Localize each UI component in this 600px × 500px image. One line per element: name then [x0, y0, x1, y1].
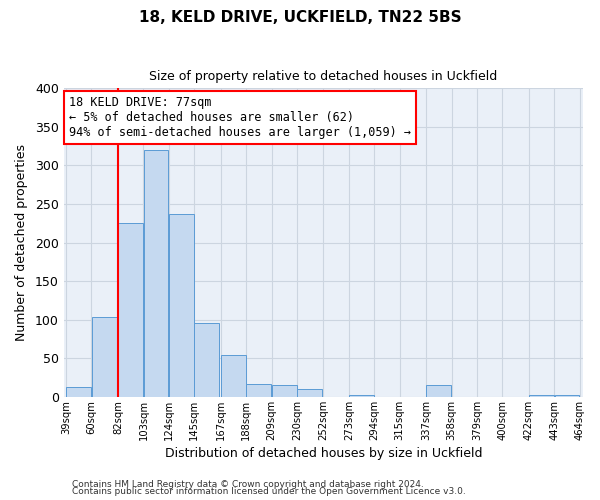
Bar: [554, 394, 580, 397]
Text: 18, KELD DRIVE, UCKFIELD, TN22 5BS: 18, KELD DRIVE, UCKFIELD, TN22 5BS: [139, 10, 461, 25]
Bar: [169, 214, 194, 397]
Bar: [92, 318, 116, 397]
Bar: [194, 323, 219, 397]
Text: Contains public sector information licensed under the Open Government Licence v3: Contains public sector information licen…: [72, 487, 466, 496]
Text: Contains HM Land Registry data © Crown copyright and database right 2024.: Contains HM Land Registry data © Crown c…: [72, 480, 424, 489]
X-axis label: Distribution of detached houses by size in Uckfield: Distribution of detached houses by size …: [165, 447, 482, 460]
Bar: [529, 394, 554, 397]
Bar: [247, 384, 271, 397]
Bar: [221, 355, 246, 397]
Bar: [427, 386, 451, 397]
Y-axis label: Number of detached properties: Number of detached properties: [15, 144, 28, 341]
Bar: [67, 387, 91, 397]
Title: Size of property relative to detached houses in Uckfield: Size of property relative to detached ho…: [149, 70, 497, 83]
Text: 18 KELD DRIVE: 77sqm
← 5% of detached houses are smaller (62)
94% of semi-detach: 18 KELD DRIVE: 77sqm ← 5% of detached ho…: [69, 96, 411, 139]
Bar: [349, 394, 374, 397]
Bar: [297, 389, 322, 397]
Bar: [144, 150, 169, 397]
Bar: [118, 224, 143, 397]
Bar: [272, 386, 296, 397]
